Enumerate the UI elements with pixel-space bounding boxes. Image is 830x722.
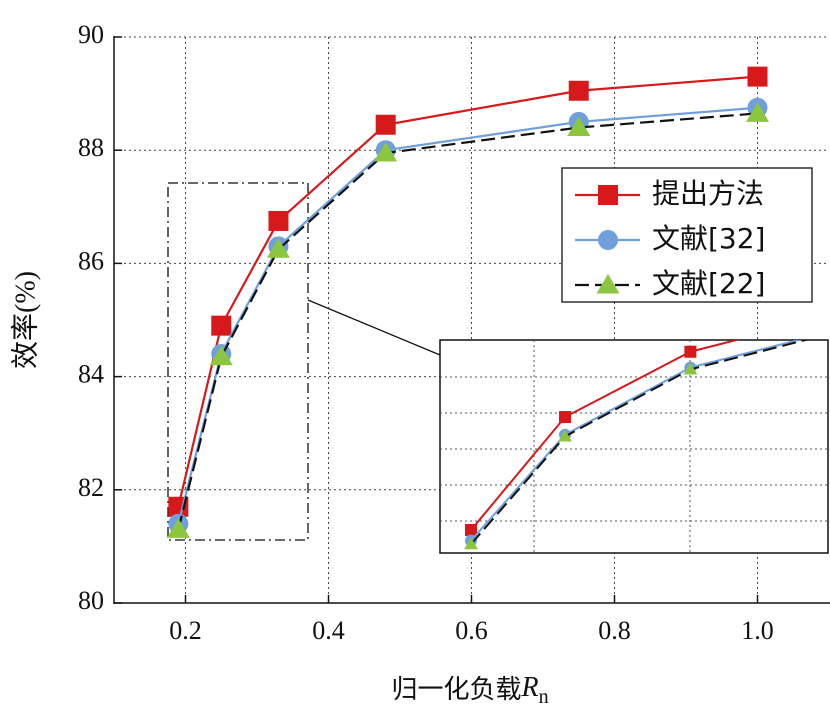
marker xyxy=(268,210,289,231)
marker xyxy=(266,238,290,258)
x-tick-label: 0.2 xyxy=(169,616,202,645)
marker xyxy=(465,524,477,536)
inset-frame xyxy=(439,339,829,554)
marker xyxy=(559,411,572,424)
plot-area xyxy=(166,66,769,538)
marker xyxy=(374,142,398,162)
x-tick-label: 0.6 xyxy=(455,616,488,645)
x-label-symbol: R xyxy=(520,672,538,703)
inset-grid xyxy=(440,340,828,553)
legend-marker xyxy=(596,274,620,294)
x-label-subscript: n xyxy=(539,686,549,708)
marker xyxy=(375,114,396,135)
marker xyxy=(747,66,768,87)
x-tick-label: 0.8 xyxy=(598,616,631,645)
y-tick-label: 80 xyxy=(78,586,104,615)
marker xyxy=(567,116,591,137)
x-axis-label: 归一化负载Rn xyxy=(391,672,548,707)
legend-marker xyxy=(598,185,618,205)
y-axis-label: 效率(%) xyxy=(9,271,41,369)
x-tick-label: 1.0 xyxy=(741,616,774,645)
y-tick-label: 90 xyxy=(78,20,104,49)
y-tick-label: 84 xyxy=(78,360,104,389)
x-label-text: 归一化负载 xyxy=(391,675,521,705)
series-line xyxy=(470,340,741,531)
y-tick-label: 82 xyxy=(78,473,104,502)
marker xyxy=(209,345,233,366)
legend-label: 文献[22] xyxy=(652,267,765,300)
marker xyxy=(683,362,698,375)
marker xyxy=(684,345,697,358)
series-line xyxy=(470,340,803,542)
zoom-box xyxy=(167,182,309,541)
inset-plot xyxy=(464,340,810,550)
legend-label: 文献[32] xyxy=(652,222,765,255)
zoom-connector xyxy=(307,299,441,356)
marker xyxy=(211,315,232,336)
marker xyxy=(558,429,572,442)
marker xyxy=(746,102,769,122)
y-tick-label: 86 xyxy=(78,246,104,275)
legend-label: 提出方法 xyxy=(652,177,764,210)
legend-marker xyxy=(598,230,618,250)
y-tick-label: 88 xyxy=(78,133,104,162)
x-tick-label: 0.4 xyxy=(312,616,345,645)
marker xyxy=(166,518,190,538)
series-line xyxy=(177,112,758,530)
marker xyxy=(568,80,589,101)
marker xyxy=(464,537,478,550)
